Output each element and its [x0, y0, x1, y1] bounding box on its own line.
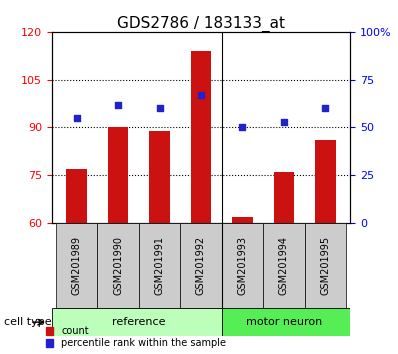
Point [198, 92, 204, 98]
Point [156, 105, 163, 111]
Bar [191, 51, 211, 223]
FancyBboxPatch shape [139, 223, 180, 308]
Title: GDS2786 / 183133_at: GDS2786 / 183133_at [117, 16, 285, 32]
Bar [232, 217, 253, 223]
Point [115, 102, 121, 107]
FancyBboxPatch shape [304, 223, 346, 308]
Point [239, 125, 246, 130]
Bar [66, 169, 87, 223]
Bar [273, 172, 294, 223]
Text: motor neuron: motor neuron [246, 317, 322, 327]
Text: GSM201991: GSM201991 [154, 236, 164, 295]
Text: GSM201993: GSM201993 [238, 236, 248, 295]
Point [281, 119, 287, 125]
Text: GSM201994: GSM201994 [279, 236, 289, 295]
FancyBboxPatch shape [222, 223, 263, 308]
FancyBboxPatch shape [56, 223, 98, 308]
FancyBboxPatch shape [263, 223, 304, 308]
Text: cell type: cell type [4, 317, 52, 327]
Text: GSM201995: GSM201995 [320, 236, 330, 295]
FancyBboxPatch shape [180, 223, 222, 308]
Text: reference: reference [112, 317, 166, 327]
Point [74, 115, 80, 121]
FancyBboxPatch shape [222, 308, 350, 336]
Text: GSM201992: GSM201992 [196, 236, 206, 295]
Text: GSM201990: GSM201990 [113, 236, 123, 295]
FancyBboxPatch shape [98, 223, 139, 308]
Bar [315, 140, 336, 223]
FancyBboxPatch shape [52, 308, 222, 336]
Text: GSM201989: GSM201989 [72, 236, 82, 295]
Bar [149, 131, 170, 223]
Legend: count, percentile rank within the sample: count, percentile rank within the sample [45, 325, 227, 349]
Point [322, 105, 329, 111]
Bar [108, 127, 129, 223]
